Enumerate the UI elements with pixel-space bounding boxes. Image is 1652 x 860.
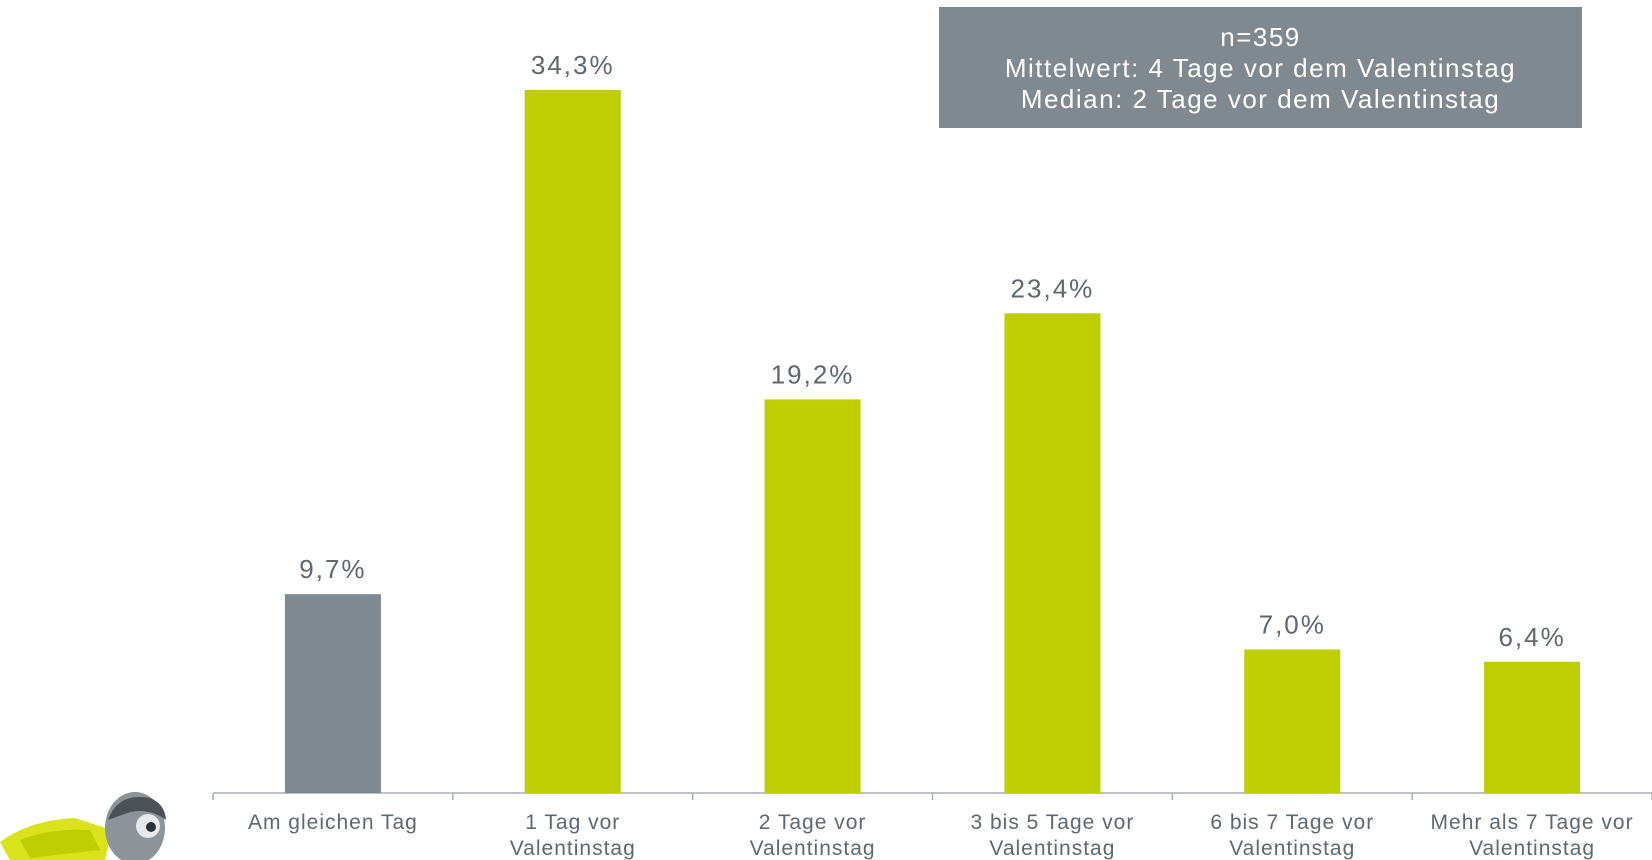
category-label: 6 bis 7 Tage vor (1210, 811, 1374, 834)
category-label: 3 bis 5 Tage vor (970, 811, 1134, 834)
mean-text: Mittelwert: 4 Tage vor dem Valentinstag (1004, 53, 1517, 83)
category-label: Valentinstag (750, 837, 876, 860)
mascot-logo (0, 792, 166, 860)
mascot-pupil (146, 822, 156, 832)
category-label: 2 Tage vor (759, 811, 867, 834)
bar (764, 399, 861, 793)
category-label: Valentinstag (1469, 837, 1595, 860)
info-box: n=359 Mittelwert: 4 Tage vor dem Valenti… (939, 7, 1582, 128)
data-label: 7,0% (1259, 610, 1326, 640)
bar (284, 594, 381, 793)
bar (1004, 313, 1101, 793)
category-label: 1 Tag vor (525, 811, 620, 834)
category-label: Valentinstag (510, 837, 636, 860)
data-label: 6,4% (1498, 622, 1565, 652)
data-label: 19,2% (771, 359, 855, 389)
median-text: Median: 2 Tage vor dem Valentinstag (1020, 84, 1501, 114)
category-label: Mehr als 7 Tage vor (1431, 811, 1634, 834)
data-label: 9,7% (299, 554, 366, 584)
mascot-hair (108, 796, 166, 820)
bar (1244, 649, 1341, 793)
category-label: Valentinstag (1229, 837, 1355, 860)
mascot-cape-shade (20, 829, 100, 858)
category-label: Valentinstag (989, 837, 1115, 860)
bar (524, 89, 621, 794)
bar (1484, 661, 1581, 793)
data-label: 23,4% (1011, 273, 1095, 303)
category-label: Am gleichen Tag (248, 811, 418, 834)
data-label: 34,3% (531, 50, 615, 80)
sample-size-text: n=359 (1220, 22, 1301, 52)
